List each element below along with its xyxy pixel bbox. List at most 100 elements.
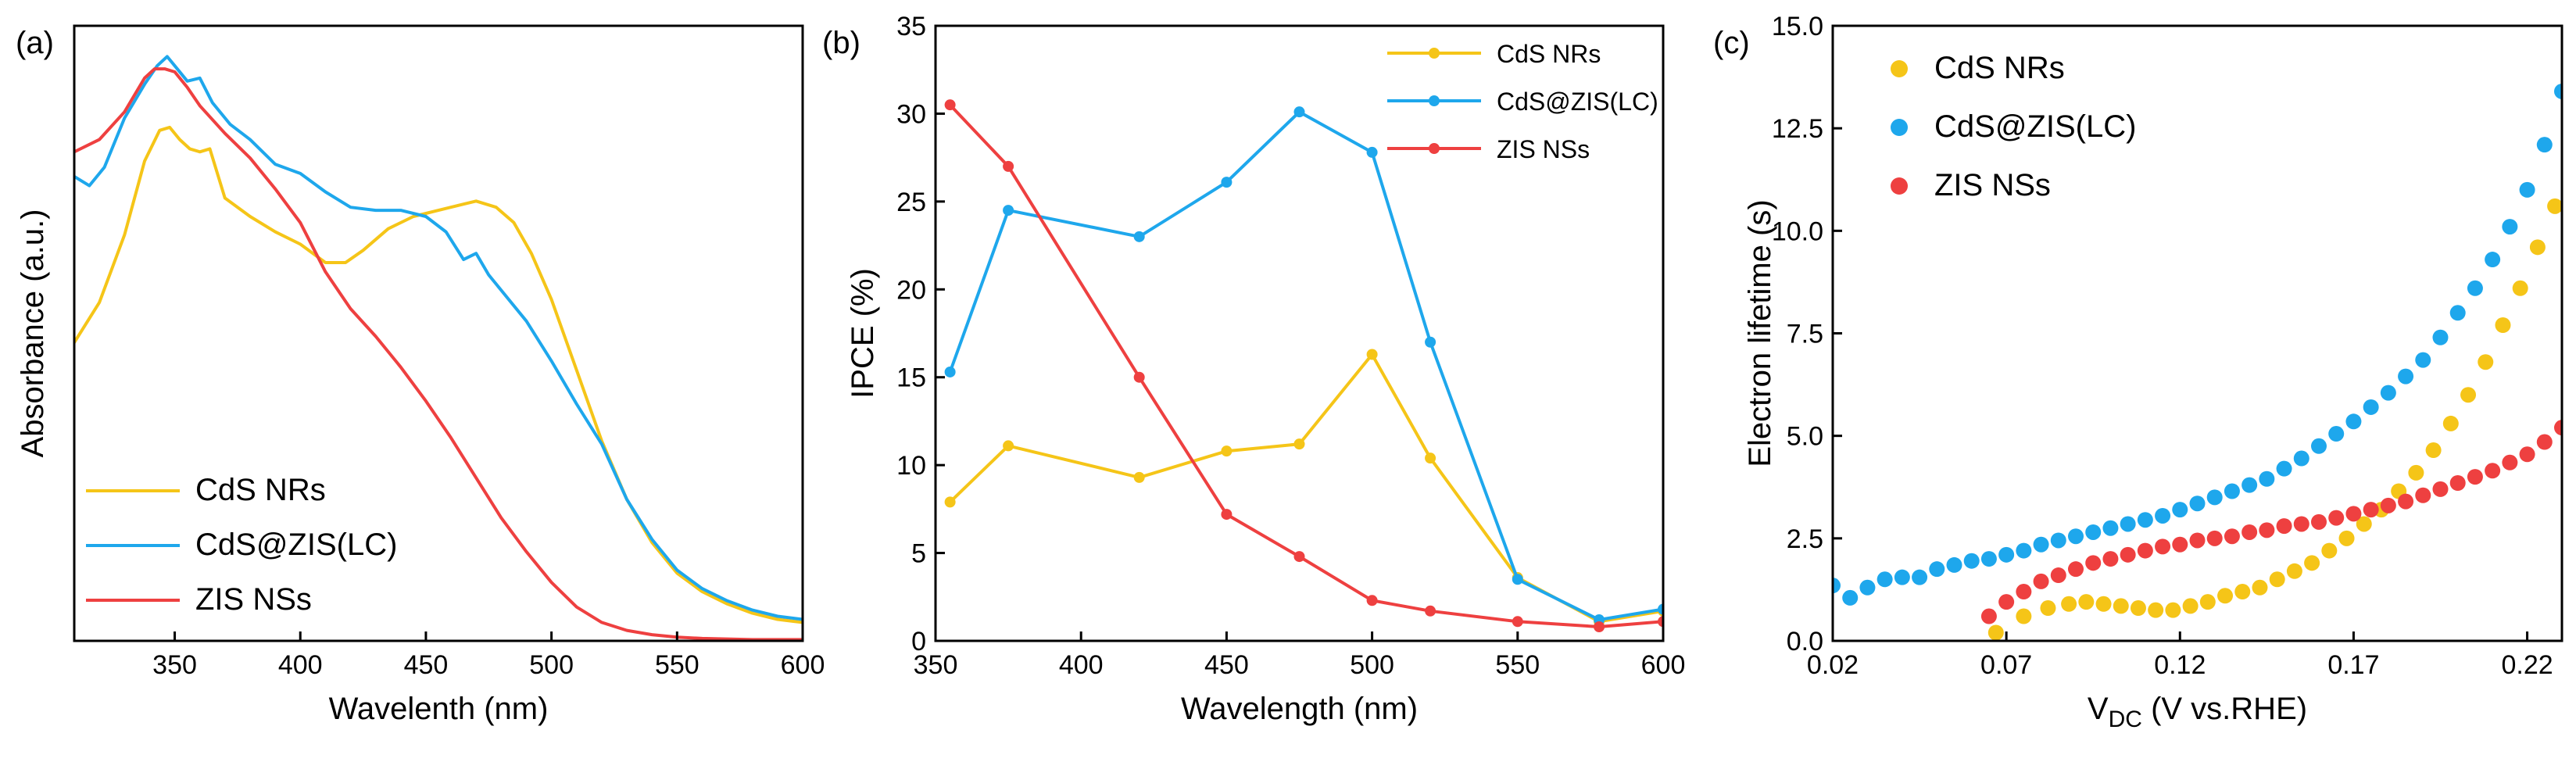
chart-3-series-cds-nrs xyxy=(1987,198,2562,641)
chart-2-series-cds-zis-lc-point xyxy=(1658,603,1663,615)
chart-3-series-cds-zis-lc-point xyxy=(2102,520,2119,536)
chart-3-series-cds-zis-lc-point xyxy=(2432,329,2449,345)
chart-3-series-zis-nss-point xyxy=(2085,555,2102,571)
chart-3-series-cds-zis-lc-point xyxy=(2241,477,2258,493)
chart-3-series-zis-nss-point xyxy=(2328,510,2345,526)
chart-3-series-cds-zis-lc-point xyxy=(2206,489,2223,506)
chart-3-series-cds-zis-lc-point xyxy=(2172,502,2188,518)
chart-3-series-zis-nss-point xyxy=(2415,487,2431,503)
chart-3-series-cds-zis-lc-point xyxy=(2398,368,2414,385)
chart-3-y-tick-label: 5.0 xyxy=(1787,422,1823,452)
chart-2-y-tick-label: 15 xyxy=(896,363,926,393)
chart-2-y-tick-label: 20 xyxy=(896,275,926,305)
chart-2-series-cds-nrs-point xyxy=(944,496,956,508)
chart-3-series-cds-zis-lc xyxy=(1833,83,2562,606)
chart-3-series-cds-zis-lc-point xyxy=(2467,280,2483,296)
chart-2-series-cds-nrs-point xyxy=(1366,349,1378,360)
chart-3-series-cds-zis-lc-point xyxy=(2519,181,2535,198)
chart-2-series-cds-nrs-point xyxy=(1425,453,1436,464)
chart-2-panel-label: (b) xyxy=(822,26,860,60)
chart-3-y-tick-label: 7.5 xyxy=(1787,320,1823,349)
chart-2-legend-entry-zis-nss: ZIS NSs xyxy=(1387,135,1590,163)
chart-3-legend-entry-zis-nss-label: ZIS NSs xyxy=(1934,168,2051,202)
chart-3-x-tick-label: 0.07 xyxy=(1980,650,2032,680)
chart-2-series-cds-nrs-point xyxy=(1221,445,1233,457)
chart-3-series-group xyxy=(1833,83,2562,641)
chart-2-legend: CdS NRs CdS@ZIS(LC) ZIS NSs xyxy=(1387,40,1658,163)
chart-3-series-cds-zis-lc-point xyxy=(2033,536,2049,553)
chart-3-series-cds-zis-lc-point xyxy=(2449,305,2466,321)
chart-3-series-cds-nrs-point xyxy=(2095,596,2112,612)
chart-3-series-zis-nss-point xyxy=(2293,516,2309,532)
chart-1-legend-entry-cds-nrs: CdS NRs xyxy=(86,473,326,507)
chart-3-series-cds-nrs-point xyxy=(2182,598,2199,614)
chart-3-series-zis-nss-point xyxy=(2536,434,2553,450)
chart-2-x-tick-label: 350 xyxy=(914,650,958,680)
chart-3-series-cds-nrs-point xyxy=(2460,387,2477,403)
chart-2-series-cds-zis-lc-point xyxy=(1425,336,1436,348)
chart-3-series-cds-nrs-point xyxy=(2234,584,2251,600)
chart-3-series-cds-zis-lc-point xyxy=(2554,83,2562,99)
chart-3-series-zis-nss-point xyxy=(1980,608,1997,624)
chart-3-legend-entry-cds-zis-lc-label: CdS@ZIS(LC) xyxy=(1934,109,2136,144)
chart-1-x-tick-label: 350 xyxy=(152,650,197,680)
chart-3-series-cds-nrs-point xyxy=(2217,588,2234,604)
chart-3-series-zis-nss-point xyxy=(2554,420,2562,436)
chart-2-legend-entry-zis-nss-label: ZIS NSs xyxy=(1497,135,1590,163)
chart-1-series-cds-zis-lc-line xyxy=(74,55,803,621)
chart-3-series-cds-nrs-point xyxy=(2078,594,2095,610)
chart-3-series-cds-zis-lc-point xyxy=(1877,571,1893,588)
chart-3-series-cds-nrs-point xyxy=(2512,280,2528,296)
chart-2-series-zis-nss-point xyxy=(1221,509,1233,521)
chart-3-series-zis-nss-point xyxy=(2432,481,2449,497)
chart-3-x-tick-label: 0.17 xyxy=(2327,650,2379,680)
chart-3-panel-label: (c) xyxy=(1713,26,1750,60)
chart-3-x-tick-label: 0.22 xyxy=(2501,650,2553,680)
chart-2-y-tick-label: 35 xyxy=(896,12,926,41)
chart-2-legend-entry-cds-zis-lc-label: CdS@ZIS(LC) xyxy=(1497,88,1658,116)
chart-3-series-zis-nss-point xyxy=(2224,528,2240,545)
chart-3-legend-entry-cds-nrs-label: CdS NRs xyxy=(1934,51,2065,85)
chart-1-legend-entry-cds-nrs-label: CdS NRs xyxy=(195,473,326,507)
chart-2-y-tick-label: 5 xyxy=(911,539,926,569)
chart-3-series-zis-nss-point xyxy=(2155,538,2171,555)
chart-3-series-zis-nss-point xyxy=(2467,469,2483,485)
chart-3-series-cds-nrs-point xyxy=(1987,624,2004,641)
chart-2-x-axis-title: Wavelength (nm) xyxy=(1181,692,1418,726)
chart-3-series-cds-nrs-point xyxy=(2113,598,2129,614)
chart-3-series-cds-zis-lc-point xyxy=(2224,483,2240,499)
chart-2-series-group xyxy=(944,99,1663,633)
chart-2-legend-entry-cds-nrs: CdS NRs xyxy=(1387,40,1601,68)
chart-3-series-zis-nss-point xyxy=(2485,463,2501,479)
chart-1-x-tick-label: 450 xyxy=(404,650,449,680)
chart-3-series-zis-nss-point xyxy=(2345,506,2362,522)
chart-3-series-zis-nss-point xyxy=(2380,497,2396,513)
chart-3-series-zis-nss-point xyxy=(2519,446,2535,463)
chart-3-series-cds-zis-lc-point xyxy=(2380,385,2396,401)
chart-2-series-zis-nss-point xyxy=(1425,605,1436,617)
chart-3-series-cds-zis-lc-point xyxy=(1980,551,1997,567)
chart-3-legend-entry-cds-nrs-marker xyxy=(1891,60,1908,77)
chart-2-series-zis-nss-point xyxy=(1133,371,1145,383)
chart-2-legend-entry-cds-nrs-marker xyxy=(1429,48,1440,59)
chart-2-series-zis-nss-line xyxy=(948,103,1663,628)
chart-3: (c) 0.02 0.07 0.12 0.17 0.22 0.0 2.5 5.0 7.5 10.0 1… xyxy=(1713,12,2563,732)
chart-2-legend-entry-cds-nrs-label: CdS NRs xyxy=(1497,40,1601,68)
chart-2-series-cds-nrs xyxy=(944,349,1663,628)
chart-3-series-cds-zis-lc-point xyxy=(2189,495,2206,512)
chart-3-series-cds-nrs-point xyxy=(2478,354,2494,370)
chart-3-legend-entry-cds-zis-lc: CdS@ZIS(LC) xyxy=(1891,109,2136,144)
chart-1-x-tick-label: 550 xyxy=(655,650,699,680)
chart-3-series-zis-nss-point xyxy=(2068,561,2084,578)
chart-3-series-cds-zis-lc-point xyxy=(2363,399,2379,415)
chart-3-series-cds-nrs-point xyxy=(2286,563,2302,579)
chart-3-series-cds-zis-lc-point xyxy=(2137,512,2153,528)
chart-3-series-zis-nss-point xyxy=(2016,584,2032,600)
chart-3-series-cds-zis-lc-point xyxy=(1912,569,1928,585)
chart-3-legend-entry-cds-nrs: CdS NRs xyxy=(1891,51,2065,85)
chart-3-series-cds-zis-lc-point xyxy=(1929,561,1945,578)
chart-1-legend-entry-cds-zis-lc: CdS@ZIS(LC) xyxy=(86,528,397,562)
chart-2-y-tick-label: 25 xyxy=(896,188,926,217)
chart-3-series-cds-zis-lc-point xyxy=(2485,252,2501,268)
chart-2-series-cds-zis-lc-point xyxy=(1221,177,1233,188)
